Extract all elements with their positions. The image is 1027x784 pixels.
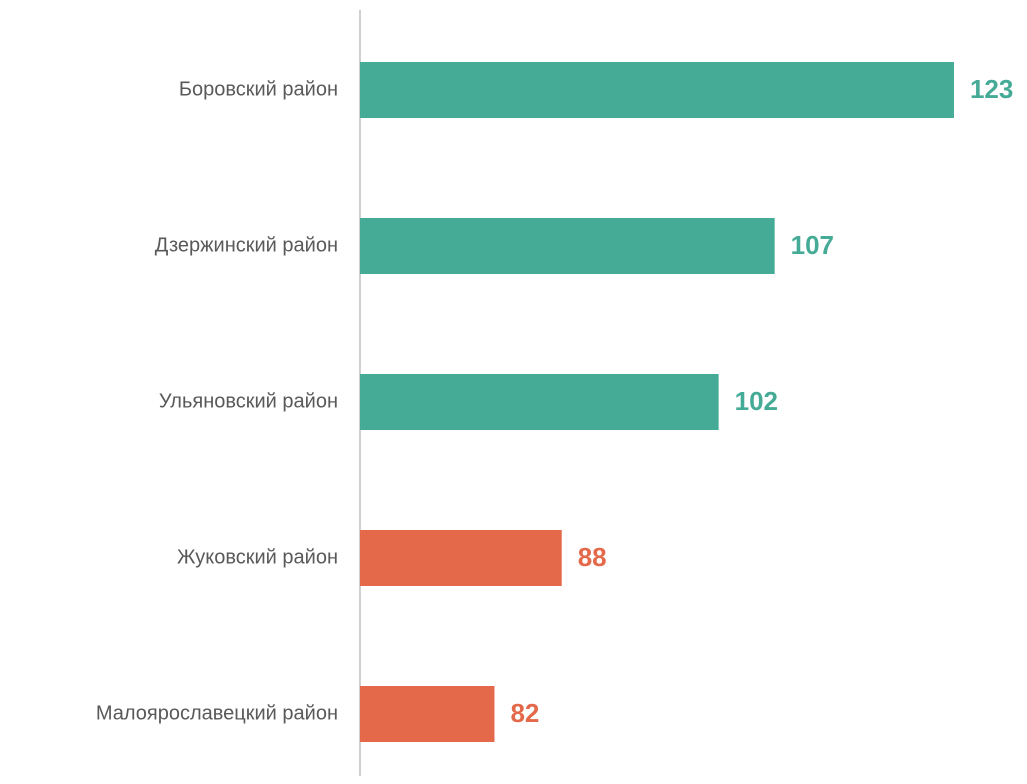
y-tick-label: Боровский район (179, 78, 338, 100)
value-label: 107 (791, 230, 834, 260)
bar (360, 530, 562, 586)
value-label: 88 (578, 542, 607, 572)
bar (360, 374, 719, 430)
bar (360, 62, 954, 118)
y-tick-label: Жуковский район (177, 546, 338, 568)
bar (360, 686, 495, 742)
bar (360, 218, 775, 274)
y-tick-label: Ульяновский район (159, 390, 338, 412)
value-label: 82 (510, 698, 539, 728)
value-label: 123 (970, 74, 1013, 104)
y-tick-label: Малоярославецкий район (96, 702, 338, 724)
value-label: 102 (735, 386, 778, 416)
y-tick-label: Дзержинский район (155, 234, 338, 256)
